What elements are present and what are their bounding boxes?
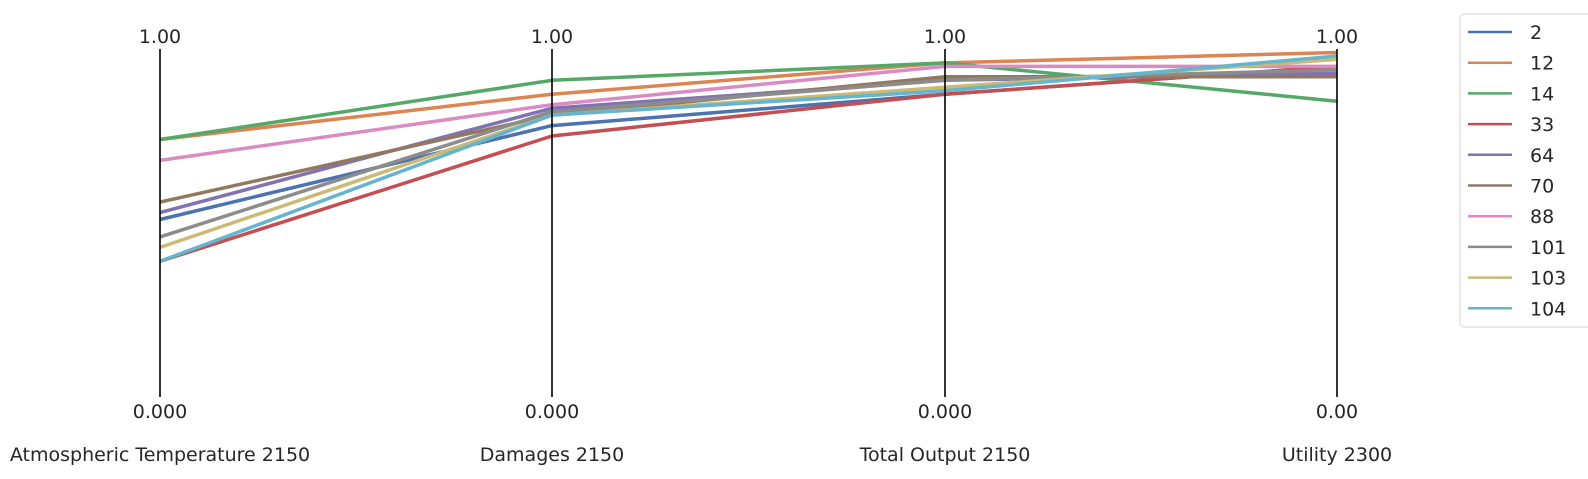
legend-label: 14 bbox=[1530, 83, 1554, 105]
series-line-103 bbox=[159, 57, 1338, 250]
axis-title: Utility 2300 bbox=[1282, 444, 1392, 466]
legend-label: 104 bbox=[1530, 298, 1566, 320]
legend-label: 70 bbox=[1530, 176, 1554, 198]
axes: 1.00 0.000 Atmospheric Temperature 2150 1.0… bbox=[10, 26, 1392, 466]
legend-label: 88 bbox=[1530, 206, 1554, 228]
series-line-101 bbox=[159, 68, 1338, 239]
series-lines bbox=[159, 50, 1338, 263]
legend-label: 2 bbox=[1530, 22, 1542, 44]
axis-top-tick-label: 1.00 bbox=[531, 26, 573, 48]
legend-label: 33 bbox=[1530, 114, 1554, 136]
axis-title: Atmospheric Temperature 2150 bbox=[10, 444, 310, 466]
axis-top-tick-label: 1.00 bbox=[139, 26, 181, 48]
axis-title: Total Output 2150 bbox=[859, 444, 1031, 466]
series-line-104 bbox=[159, 54, 1338, 263]
series-line-12 bbox=[159, 50, 1338, 142]
legend-label: 12 bbox=[1530, 53, 1554, 75]
legend-label: 64 bbox=[1530, 145, 1554, 167]
axis-top-tick-label: 1.00 bbox=[1316, 26, 1358, 48]
legend-frame bbox=[1459, 13, 1588, 328]
series-line-88 bbox=[159, 64, 1337, 163]
series-line-33 bbox=[159, 64, 1338, 263]
axis-title: Damages 2150 bbox=[480, 444, 624, 466]
axis-bottom-tick-label: 0.000 bbox=[918, 401, 972, 423]
axis-bottom-tick-label: 0.000 bbox=[133, 401, 187, 423]
legend: 2 12 14 33 64 70 88 101 103 104 bbox=[1459, 13, 1588, 328]
axis-top-tick-label: 1.00 bbox=[924, 26, 966, 48]
legend-label: 103 bbox=[1530, 268, 1566, 290]
axis-bottom-tick-label: 0.00 bbox=[1316, 401, 1358, 423]
axis-bottom-tick-label: 0.000 bbox=[525, 401, 579, 423]
legend-label: 101 bbox=[1530, 237, 1566, 259]
